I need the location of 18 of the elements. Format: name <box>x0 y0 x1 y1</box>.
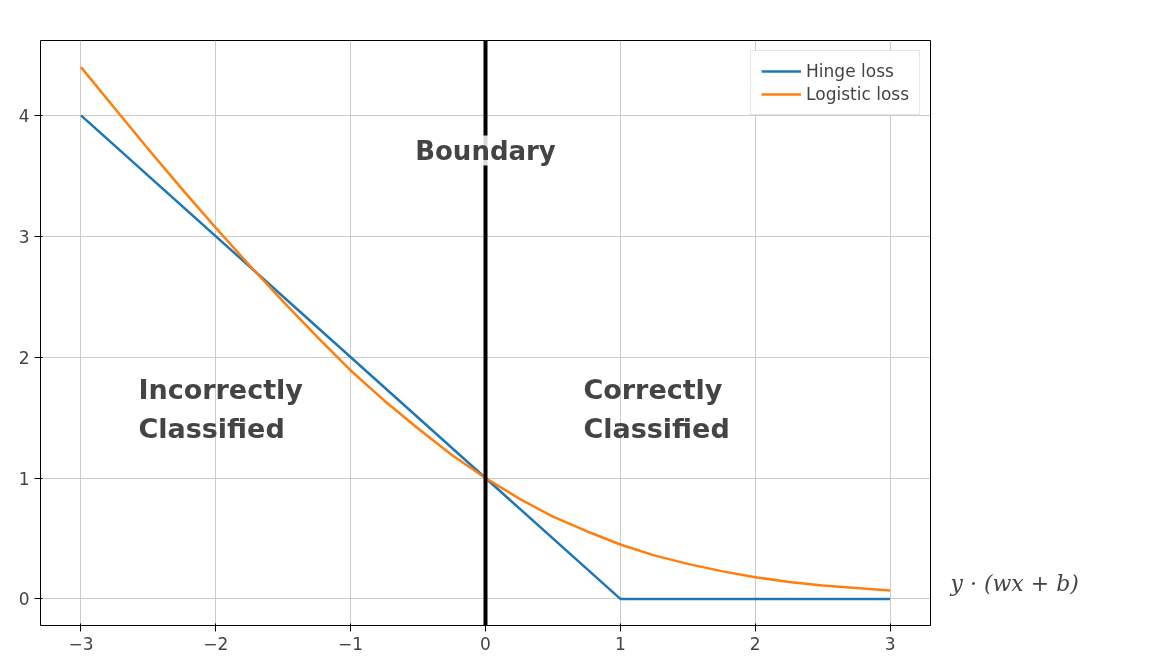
x-tick-label: 0 <box>480 633 491 654</box>
x-tick-label: 2 <box>749 633 761 654</box>
x-tick-label: 3 <box>884 633 896 654</box>
x-tick-label: 1 <box>614 633 626 654</box>
legend-label: Logistic loss <box>806 84 909 104</box>
y-tick-label: 0 <box>18 589 30 610</box>
legend-label: Hinge loss <box>806 61 894 81</box>
ref-line-label: Boundary <box>415 135 556 166</box>
x-tick-label: −2 <box>203 633 229 654</box>
x-axis-title: y · (wx + b) <box>949 570 1079 596</box>
y-tick-label: 1 <box>18 468 30 489</box>
x-tick-label: −3 <box>68 633 94 654</box>
annotation: Correctly Classified <box>583 373 730 444</box>
y-tick-label: 4 <box>18 105 30 126</box>
y-tick-label: 3 <box>18 226 30 247</box>
y-tick-label: 2 <box>18 347 30 368</box>
annotation: Incorrectly Classified <box>138 373 304 444</box>
x-tick-label: −1 <box>338 633 364 654</box>
